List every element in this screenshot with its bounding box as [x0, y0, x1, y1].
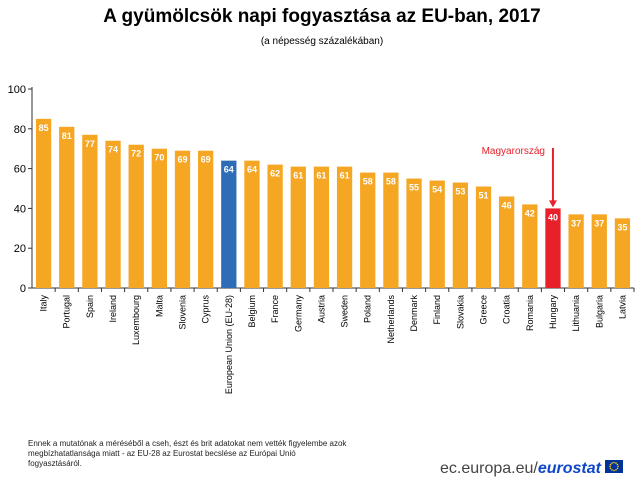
eu-flag-icon [604, 460, 623, 478]
x-tick-label: Finland [432, 295, 442, 325]
bar-value-label: 69 [177, 155, 187, 165]
bar-value-label: 55 [409, 183, 419, 193]
bar [522, 204, 538, 288]
bar-value-label: 37 [594, 218, 604, 228]
chart-title: A gyümölcsök napi fogyasztása az EU-ban,… [103, 6, 541, 27]
y-tick-label: 100 [8, 84, 26, 96]
y-tick-label: 0 [20, 283, 26, 295]
y-tick-label: 60 [14, 164, 26, 176]
x-tick-label: Belgium [247, 295, 257, 328]
bar [244, 160, 260, 288]
bar [82, 134, 98, 288]
bar-value-label: 42 [525, 208, 535, 218]
bar [406, 178, 422, 288]
y-tick-label: 40 [14, 203, 26, 215]
bar-value-label: 37 [571, 218, 581, 228]
bar [221, 160, 237, 288]
bar [151, 148, 167, 288]
bar-value-label: 61 [293, 171, 303, 181]
bar-value-label: 46 [502, 200, 512, 210]
x-tick-label: Spain [85, 295, 95, 318]
bar [452, 182, 468, 288]
bar-value-label: 51 [478, 191, 488, 201]
x-tick-label: Slovenia [178, 295, 188, 330]
x-tick-label: Latvia [617, 295, 627, 319]
bar [59, 126, 75, 288]
bar-value-label: 64 [224, 165, 234, 175]
bar [568, 214, 584, 288]
x-tick-label: Sweden [340, 295, 350, 328]
bar [360, 172, 376, 288]
x-tick-label: Austria [316, 295, 326, 323]
bar [174, 150, 191, 288]
bar [290, 166, 306, 288]
bar [499, 196, 515, 288]
bar [614, 218, 631, 288]
bar-value-label: 74 [108, 145, 118, 155]
bar [313, 166, 330, 288]
bar-value-label: 62 [270, 169, 280, 179]
bar [267, 164, 283, 288]
bar-value-label: 70 [154, 153, 164, 163]
bar [591, 214, 607, 288]
bar [475, 186, 492, 288]
bar-value-label: 40 [548, 212, 558, 222]
footnote: Ennek a mutatónak a méréséből a cseh, és… [28, 439, 347, 468]
bar-value-label: 72 [131, 149, 141, 159]
bar [128, 144, 144, 288]
bar-value-label: 77 [85, 139, 95, 149]
bar-value-label: 69 [201, 155, 211, 165]
x-tick-label: Romania [525, 295, 535, 331]
bar-value-label: 61 [340, 171, 350, 181]
x-tick-label: Ireland [108, 295, 118, 323]
bar-value-label: 58 [386, 177, 396, 187]
bar-value-label: 54 [432, 185, 442, 195]
x-tick-label: Denmark [409, 295, 419, 332]
source-brand: eurostat [537, 460, 601, 477]
bar-value-label: 64 [247, 165, 257, 175]
y-tick-label: 20 [14, 243, 26, 255]
x-tick-label: Italy [39, 295, 49, 312]
bar-chart: 0 20 40 60 80 100 85 Italy 81 Portugal 77 Spain 74 Ir… [8, 84, 635, 394]
x-tick-label: Malta [154, 295, 164, 317]
x-tick-label: Netherlands [386, 295, 396, 344]
bar [336, 166, 353, 288]
bar [429, 180, 445, 288]
x-tick-label: France [270, 295, 280, 323]
x-tick-label: Portugal [62, 295, 72, 329]
bar-value-label: 61 [316, 171, 326, 181]
bar-value-label: 85 [39, 123, 49, 133]
x-tick-label: Germany [293, 295, 303, 333]
x-tick-label: Cyprus [201, 295, 211, 324]
x-tick-label: Luxembourg [131, 295, 141, 345]
bar [383, 172, 399, 288]
y-tick-label: 80 [14, 124, 26, 136]
bar-value-label: 58 [363, 177, 373, 187]
x-tick-label: Hungary [548, 295, 558, 330]
source-site: ec.europa.eu/ [440, 460, 538, 477]
x-tick-label: European Union (EU-28) [224, 295, 234, 394]
x-tick-label: Slovakia [455, 295, 465, 329]
source-footer: ec.europa.eu/ eurostat [440, 458, 623, 480]
annotation-arrow-head [548, 200, 557, 208]
x-tick-label: Greece [479, 295, 489, 325]
chart-subtitle: (a népesség százalékában) [260, 36, 384, 47]
x-tick-label: Bulgaria [594, 295, 604, 328]
bar-value-label: 35 [617, 222, 627, 232]
bar-value-label: 53 [455, 187, 465, 197]
annotation-label: Magyarország [482, 146, 545, 157]
bar [105, 140, 121, 288]
bar-value-label: 81 [62, 131, 72, 141]
bar [545, 208, 561, 288]
bar [198, 150, 214, 288]
bar [35, 118, 52, 288]
x-tick-label: Poland [363, 295, 373, 323]
x-tick-label: Croatia [502, 295, 512, 324]
x-tick-label: Lithuania [571, 295, 581, 332]
